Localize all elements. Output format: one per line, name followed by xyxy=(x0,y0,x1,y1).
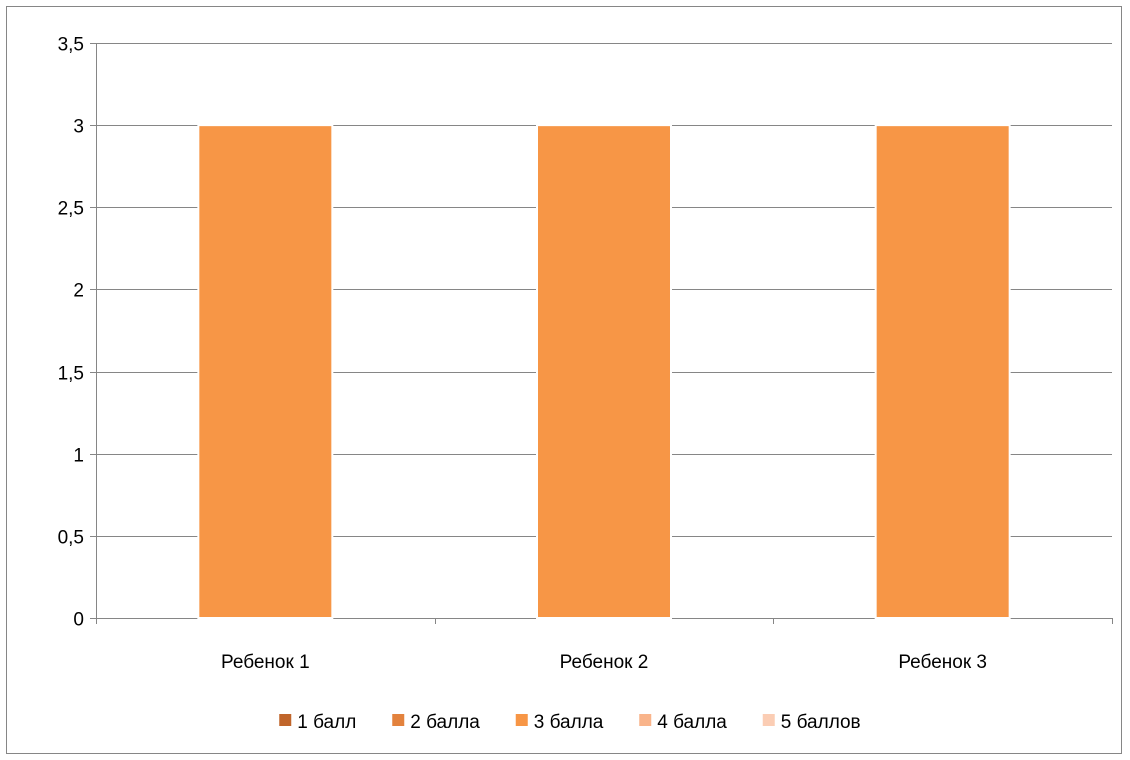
bar xyxy=(197,124,334,620)
y-tick-label: 3,5 xyxy=(58,35,84,56)
y-tick-label: 1,5 xyxy=(58,364,84,385)
bars xyxy=(197,124,1011,620)
legend-swatch xyxy=(515,714,528,726)
x-tick-label: Ребенок 3 xyxy=(898,652,987,673)
y-tick-label: 3 xyxy=(73,117,84,138)
y-tick-label: 1 xyxy=(73,446,84,467)
legend-swatch xyxy=(392,714,405,726)
x-tick-labels: Ребенок 1 Ребенок 2 Ребенок 3 xyxy=(221,652,987,673)
legend-label: 3 балла xyxy=(534,712,604,733)
x-tick-label: Ребенок 2 xyxy=(560,652,649,673)
legend: 1 балл 2 балла 3 балла 4 балла 5 баллов xyxy=(279,712,861,733)
legend-swatch xyxy=(279,714,292,726)
x-tick-label: Ребенок 1 xyxy=(221,652,310,673)
y-tick-label: 0,5 xyxy=(58,528,84,549)
y-tick-label: 2,5 xyxy=(58,199,84,220)
bar xyxy=(874,124,1011,620)
legend-swatch xyxy=(762,714,775,726)
y-tick-labels: 0 0,5 1 1,5 2 2,5 3 3,5 xyxy=(58,35,84,631)
legend-label: 1 балл xyxy=(297,712,356,733)
bar xyxy=(536,124,672,620)
legend-label: 5 баллов xyxy=(781,712,861,733)
legend-swatch xyxy=(639,714,652,726)
y-tick-label: 0 xyxy=(73,610,84,631)
legend-label: 2 балла xyxy=(410,712,480,733)
y-tick-label: 2 xyxy=(73,281,84,302)
legend-label: 4 балла xyxy=(657,712,727,733)
